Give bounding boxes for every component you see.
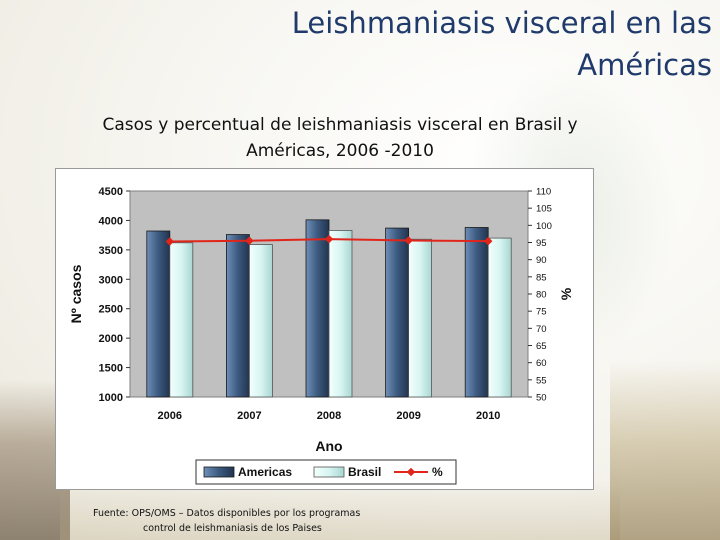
point-percent — [245, 236, 254, 246]
y2-tick-label: 55 — [536, 375, 547, 386]
y-tick-label: 1500 — [99, 363, 123, 375]
y-tick-label: 3000 — [99, 274, 123, 286]
legend-marker-percent — [406, 467, 416, 477]
x-tick-label: 2009 — [396, 410, 420, 422]
slide-title-line1: Leishmaniasis visceral en las — [291, 6, 712, 40]
y2-tick-label: 95 — [536, 238, 547, 249]
legend-label-percent: % — [432, 465, 443, 479]
source-line2: control de leishmaniasis de los Paises — [143, 523, 322, 534]
y2-tick-label: 60 — [536, 358, 547, 369]
y-tick-label: 4500 — [99, 186, 123, 198]
bar-brasil — [487, 237, 512, 398]
point-percent — [324, 234, 334, 244]
chart-svg: 1000 1500 2000 2500 3000 3500 4000 4500 50 55 60 65… — [68, 186, 574, 485]
point-percent — [165, 237, 175, 246]
background-photo-bottom — [60, 480, 620, 540]
y2-tick-label: 75 — [536, 307, 547, 318]
y2-tick-label: 50 — [536, 393, 547, 404]
chart-container: 1000 1500 2000 2500 3000 3500 4000 4500 50 55 60 65… — [55, 168, 594, 490]
background-photo-right — [610, 360, 720, 540]
y-tick-label: 3500 — [99, 245, 123, 257]
y2-tick-label: 100 — [536, 221, 552, 232]
bar-brasil — [328, 230, 353, 398]
chart-subtitle-line1: Casos y percentual de leishmaniasis visc… — [102, 115, 578, 135]
y-tick-label: 2000 — [99, 333, 123, 345]
y2-tick-label: 80 — [536, 290, 547, 301]
slide-title-line2: Américas — [577, 48, 712, 82]
chart-subtitle-line2: Américas, 2006 -2010 — [246, 141, 434, 161]
bar-brasil — [169, 242, 194, 398]
y2-axis-label: % — [558, 287, 574, 300]
x-tick-label: 2008 — [317, 410, 341, 422]
legend-swatch-americas — [203, 466, 235, 478]
source-line1: Fuente: OPS/OMS – Datos disponibles por … — [93, 508, 361, 519]
y2-tick-label: 65 — [536, 341, 547, 352]
bar-brasil — [408, 238, 433, 398]
y2-tick-label: 70 — [536, 324, 547, 335]
chart-subtitle: Casos y percentual de leishmaniasis visc… — [40, 112, 640, 164]
x-tick-label: 2006 — [158, 410, 182, 422]
y2-tick-label: 90 — [536, 255, 547, 266]
point-percent — [404, 236, 413, 245]
y-tick-label: 2500 — [99, 304, 123, 316]
source-note: Fuente: OPS/OMS – Datos disponibles por … — [93, 506, 413, 536]
legend-label-brasil: Brasil — [348, 465, 381, 479]
bar-americas — [385, 227, 410, 398]
x-axis-label: Ano — [315, 438, 342, 454]
y2-tick-label: 105 — [536, 204, 552, 215]
bar-brasil — [248, 244, 273, 398]
y-axis-label: Nº casos — [68, 264, 84, 323]
x-tick-label: 2010 — [476, 410, 500, 422]
legend-swatch-brasil — [313, 466, 345, 478]
legend-label-americas: Americas — [238, 465, 292, 479]
point-percent — [483, 236, 493, 246]
bar-americas — [146, 230, 171, 398]
bar-americas — [464, 227, 489, 398]
slide-title: Leishmaniasis visceral en las Américas — [152, 2, 712, 86]
y-tick-label: 4000 — [99, 215, 123, 227]
bar-americas — [225, 234, 250, 398]
x-tick-label: 2007 — [237, 410, 261, 422]
y-tick-label: 1000 — [99, 392, 123, 404]
y2-tick-label: 110 — [536, 187, 551, 198]
y2-tick-label: 85 — [536, 272, 547, 283]
bar-americas — [305, 219, 330, 398]
